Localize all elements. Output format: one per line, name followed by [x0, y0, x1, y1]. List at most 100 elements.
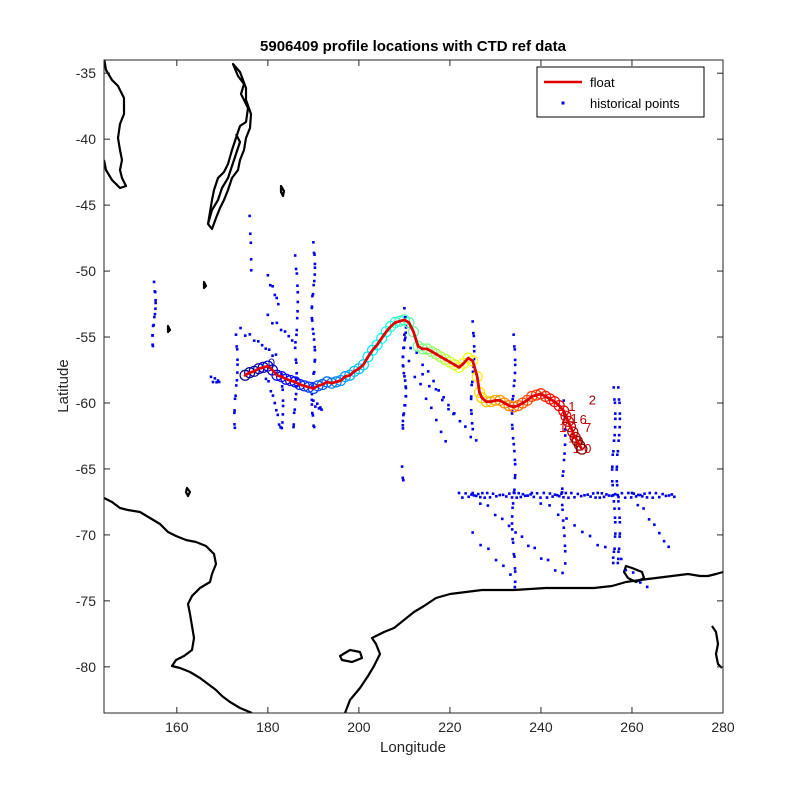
- historical-point: [510, 515, 514, 518]
- x-tick-label: 220: [438, 719, 462, 735]
- historical-point: [636, 503, 640, 507]
- historical-point: [235, 347, 239, 351]
- historical-point: [641, 495, 644, 498]
- historical-point: [613, 425, 617, 429]
- historical-point: [402, 478, 405, 482]
- historical-point: [293, 346, 297, 350]
- historical-point: [470, 380, 474, 384]
- historical-point: [476, 492, 480, 496]
- historical-point: [313, 360, 316, 363]
- historical-point: [266, 273, 270, 277]
- historical-point: [275, 296, 279, 300]
- historical-point: [617, 433, 621, 437]
- historical-point: [657, 495, 661, 499]
- historical-point: [274, 353, 278, 356]
- historical-point: [404, 331, 408, 335]
- profile-marker: [508, 401, 520, 413]
- historical-point: [312, 283, 315, 287]
- historical-point: [447, 403, 450, 407]
- historical-point: [605, 493, 608, 496]
- historical-point: [614, 417, 617, 421]
- historical-point: [638, 493, 642, 497]
- historical-point: [618, 532, 622, 535]
- historical-point: [513, 379, 516, 382]
- historical-point: [613, 516, 617, 520]
- historical-point: [233, 397, 237, 401]
- historical-point: [617, 495, 620, 499]
- historical-point: [313, 348, 317, 352]
- historical-point: [562, 495, 565, 499]
- historical-point: [511, 427, 514, 430]
- historical-point: [542, 491, 546, 495]
- historical-point: [563, 428, 567, 431]
- historical-point: [293, 254, 297, 257]
- y-tick-label: -55: [76, 329, 96, 345]
- profile-marker: [558, 405, 570, 417]
- historical-point: [511, 394, 515, 398]
- historical-point: [513, 449, 516, 453]
- profile-marker: [576, 443, 588, 455]
- historical-point: [314, 405, 317, 408]
- historical-point: [513, 567, 517, 570]
- historical-point: [264, 347, 268, 350]
- historical-point: [511, 541, 515, 544]
- historical-point: [576, 492, 580, 496]
- historical-point: [154, 307, 157, 311]
- historical-point: [295, 361, 298, 364]
- historical-point: [421, 363, 424, 367]
- historical-point: [400, 465, 404, 468]
- historical-point: [612, 386, 616, 389]
- historical-point: [402, 371, 406, 375]
- historical-point: [607, 494, 611, 497]
- historical-point: [545, 496, 549, 499]
- historical-point: [615, 468, 619, 471]
- profile-number-label: 1: [571, 411, 578, 426]
- historical-point: [402, 413, 405, 417]
- profile-number-label: 0: [584, 441, 591, 456]
- historical-point: [403, 336, 407, 339]
- historical-point: [435, 418, 438, 422]
- historical-point: [295, 328, 299, 332]
- historical-point: [442, 395, 445, 399]
- historical-point: [598, 496, 602, 499]
- float-track: [243, 318, 584, 451]
- historical-point: [560, 492, 563, 496]
- historical-point: [404, 323, 408, 327]
- historical-point: [514, 531, 517, 534]
- historical-point: [430, 406, 433, 410]
- historical-point: [502, 564, 505, 568]
- historical-point: [513, 458, 517, 462]
- historical-point: [310, 319, 314, 322]
- historical-point: [610, 494, 614, 498]
- historical-point: [444, 439, 447, 443]
- profile-number-label: 2: [589, 392, 596, 407]
- historical-point: [479, 502, 482, 505]
- historical-point: [249, 268, 253, 272]
- historical-point: [654, 491, 658, 495]
- historical-point: [618, 412, 622, 415]
- historical-point: [670, 493, 674, 496]
- historical-point: [271, 284, 274, 288]
- historical-point: [579, 494, 583, 498]
- historical-point: [539, 557, 543, 560]
- small-island-1: [279, 184, 286, 198]
- historical-point: [313, 253, 316, 256]
- historical-point: [613, 401, 617, 405]
- historical-point: [403, 403, 406, 407]
- historical-point: [667, 545, 670, 549]
- historical-point: [618, 535, 621, 538]
- historical-point: [548, 504, 551, 507]
- historical-point: [294, 392, 298, 396]
- historical-point: [296, 309, 299, 313]
- historical-point: [510, 496, 514, 499]
- y-tick-label: -50: [76, 263, 96, 279]
- historical-point: [539, 496, 542, 499]
- historical-point: [639, 581, 642, 584]
- historical-point: [281, 399, 285, 402]
- historical-point: [257, 340, 260, 343]
- historical-point: [616, 449, 620, 453]
- historical-point: [617, 547, 621, 551]
- historical-point: [530, 491, 534, 495]
- historical-point: [520, 535, 524, 538]
- historical-point: [513, 473, 517, 477]
